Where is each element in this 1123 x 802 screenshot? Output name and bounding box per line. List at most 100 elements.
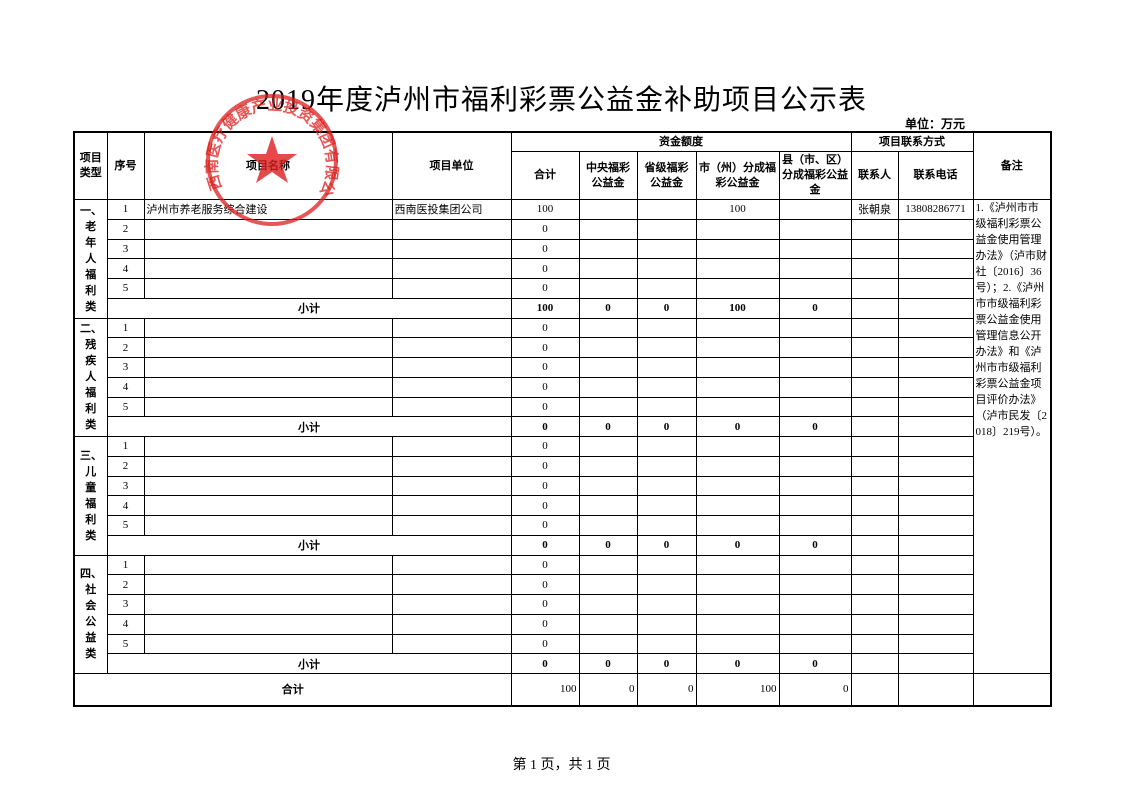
subtotal-value: 0 [778, 416, 852, 437]
cell-total: 0 [510, 218, 580, 240]
subtotal-label: 小计 [106, 534, 512, 556]
cell-contact [850, 416, 899, 437]
header-cell: 市（州）分成福彩公益金 [695, 151, 780, 200]
cell-contact: 张朝泉 [850, 199, 899, 220]
subtotal-value: 0 [578, 297, 638, 319]
cell-city [695, 436, 780, 457]
table: 项目类型 序号 项目名称 项目单位 资金额度 项目联系方式 备注 合计 中央福彩公益金 省级福彩公… [73, 131, 1053, 707]
project-org [391, 278, 512, 299]
cell-phone [897, 673, 974, 706]
cell-county [778, 396, 852, 418]
project-org [391, 633, 512, 655]
cell-contact [850, 278, 899, 299]
cell-province [636, 376, 697, 398]
subtotal-value: 0 [636, 416, 697, 437]
cell-county [778, 357, 852, 378]
cell-phone [897, 633, 974, 655]
header-cell: 项目联系方式 [850, 131, 974, 152]
cell-phone [897, 436, 974, 457]
project-name [143, 455, 393, 477]
cell-county [778, 436, 852, 457]
cell-total: 0 [510, 396, 580, 418]
project-org [391, 317, 512, 339]
cell-city [695, 258, 780, 279]
cell-total: 0 [510, 574, 580, 595]
cell-total: 0 [510, 278, 580, 299]
cell-phone [897, 613, 974, 635]
row: 项目类型 序号 项目名称 项目单位 资金额度 项目联系方式 备注 [73, 131, 1052, 200]
cell-city: 100 [695, 199, 780, 220]
cell-province [636, 337, 697, 358]
cell-total: 0 [510, 238, 580, 260]
row: 合计 中央福彩公益金 省级福彩公益金 市（州）分成福彩公益金 县（市、区）分成福彩公益金… [74, 151, 1051, 200]
cell-phone [897, 337, 974, 358]
cell-province [636, 357, 697, 378]
cell-contact [850, 357, 899, 378]
cell-province [636, 475, 697, 497]
group-type: 三、儿童福利类 [73, 436, 108, 556]
header-cell: 联系人 [850, 151, 899, 200]
project-org [391, 515, 512, 536]
cell-contact [850, 534, 899, 556]
seq-no: 3 [106, 238, 145, 260]
cell-phone [897, 238, 974, 260]
cell-city [695, 633, 780, 655]
seq-no: 1 [106, 317, 145, 339]
cell-phone [897, 554, 974, 576]
cell-county [778, 317, 852, 339]
subtotal-value: 0 [636, 653, 697, 674]
cell-central [578, 515, 638, 536]
cell-central [578, 238, 638, 260]
cell-contact [850, 515, 899, 536]
seq-no: 2 [106, 337, 145, 358]
project-name [143, 594, 393, 615]
cell-city [695, 495, 780, 516]
total-label: 合计 [73, 673, 512, 706]
header-cell: 项目名称 [143, 131, 393, 200]
cell-province [636, 594, 697, 615]
cell-phone [897, 218, 974, 240]
cell-total: 0 [510, 376, 580, 398]
cell-phone [897, 317, 974, 339]
cell-contact [850, 653, 899, 674]
row: 三、儿童福利类 1 0 [73, 436, 1051, 556]
cell-city [695, 317, 780, 339]
cell-central [578, 317, 638, 339]
seq-no: 5 [106, 396, 145, 418]
cell-phone [897, 258, 974, 279]
seq-no: 3 [106, 357, 145, 378]
cell-total: 0 [510, 317, 580, 339]
cell-central [578, 594, 638, 615]
project-name [143, 515, 393, 536]
cell-county [778, 554, 852, 576]
row: 二、残疾人福利类 1 0 [73, 317, 1051, 437]
cell-contact [850, 574, 899, 595]
cell-total: 0 [510, 455, 580, 477]
cell-central [578, 199, 638, 220]
cell-contact [850, 475, 899, 497]
seq-no: 5 [106, 278, 145, 299]
project-name [143, 317, 393, 339]
cell-total: 0 [510, 475, 580, 497]
group-type: 一、老年人福利类 [73, 199, 108, 319]
cell-total: 0 [510, 613, 580, 635]
header-cell: 序号 [106, 131, 145, 200]
cell-province [636, 317, 697, 339]
cell-province [636, 613, 697, 635]
cell-county [778, 613, 852, 635]
cell-phone [897, 495, 974, 516]
subtotal-value: 100 [510, 297, 580, 319]
cell-total: 0 [510, 515, 580, 536]
cell-phone [897, 396, 974, 418]
cell-province [636, 574, 697, 595]
cell-county [778, 258, 852, 279]
cell-central [578, 633, 638, 655]
cell-county [778, 376, 852, 398]
cell-contact [850, 594, 899, 615]
row: 合计 100 0 0 100 0 [73, 673, 1052, 706]
cell-central [578, 278, 638, 299]
project-name [143, 613, 393, 635]
seq-no: 4 [106, 613, 145, 635]
